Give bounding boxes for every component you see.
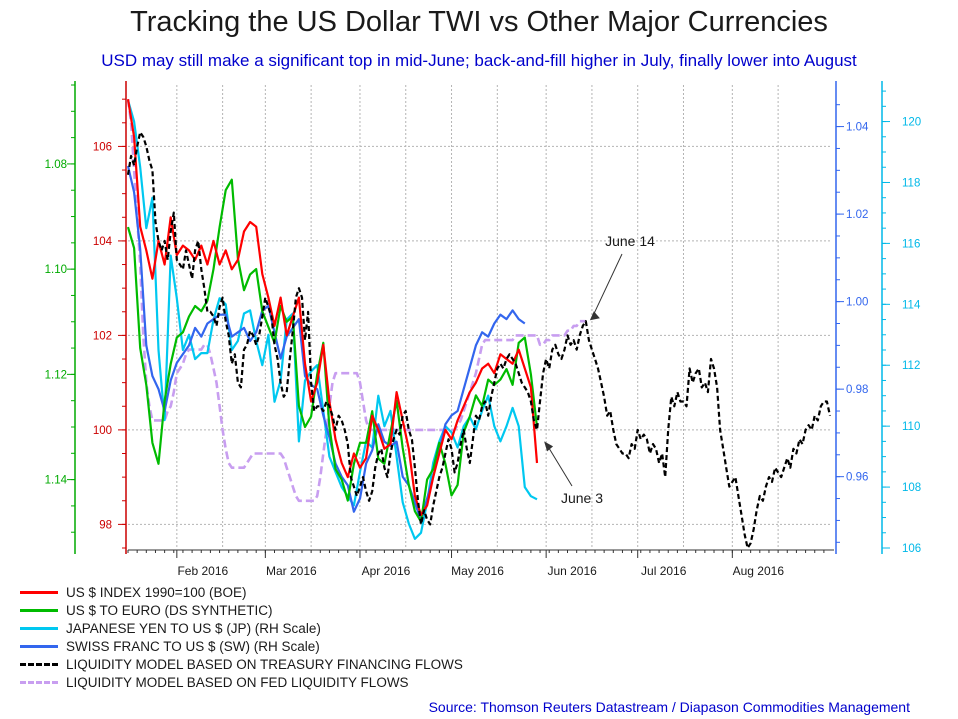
legend-item-euro: US $ TO EURO (DS SYNTHETIC) [20,601,463,619]
legend-swatch-swiss [20,644,58,648]
legend-label-euro: US $ TO EURO (DS SYNTHETIC) [66,602,273,618]
yen_right-tick-label: 112 [902,360,920,372]
legend-swatch-usd [20,590,58,594]
series-line-yen [126,99,538,541]
x-tick-label: May 2016 [451,564,504,578]
legend-item-usd: US $ INDEX 1990=100 (BOE) [20,583,463,601]
swiss_right-tick-label: 0.96 [846,472,868,484]
annotation-arrowhead-june-3 [544,441,554,452]
annotation-june-14: June 14 [605,233,655,249]
euro_left-tick-label: 1.08 [45,159,67,171]
swiss_right-tick-label: 1.02 [846,209,868,221]
series-line-swiss [126,165,526,522]
euro_left-tick-label: 1.12 [45,369,67,381]
legend-swatch-treasury [20,662,58,666]
legend-item-swiss: SWISS FRANC TO US $ (SW) (RH Scale) [20,637,463,655]
legend-swatch-yen [20,626,58,630]
swiss_right-tick-label: 1.00 [846,297,868,309]
annotation-arrow-june-14 [591,253,623,319]
legend-item-yen: JAPANESE YEN TO US $ (JP) (RH Scale) [20,619,463,637]
legend-label-fed: LIQUIDITY MODEL BASED ON FED LIQUIDITY F… [66,674,409,690]
swiss_right-tick-label: 0.98 [846,384,868,396]
yen_right-tick-label: 114 [902,299,921,311]
x-tick-label: Apr 2016 [362,564,411,578]
x-tick-label: Aug 2016 [733,564,785,578]
legend-label-treasury: LIQUIDITY MODEL BASED ON TREASURY FINANC… [66,656,463,672]
usd_left-tick-label: 100 [93,425,112,437]
x-tick-label: Jun 2016 [547,564,597,578]
legend-label-yen: JAPANESE YEN TO US $ (JP) (RH Scale) [66,620,321,636]
chart-subtitle: USD may still make a significant top in … [101,51,857,70]
annotation-arrow-june-3 [545,443,573,487]
yen_right-tick-label: 116 [902,238,920,250]
legend-label-usd: US $ INDEX 1990=100 (BOE) [66,584,247,600]
usd_left-tick-label: 104 [93,236,113,248]
legend-item-treasury: LIQUIDITY MODEL BASED ON TREASURY FINANC… [20,655,463,673]
annotation-arrowhead-june-14 [589,311,600,321]
series-line-euro [126,178,539,523]
annotation-june-3: June 3 [561,490,603,506]
yen_right-tick-label: 120 [902,117,921,129]
series-line-fed [126,99,586,503]
swiss_right-tick-label: 1.04 [846,122,869,134]
yen_right-tick-label: 110 [902,421,920,433]
yen_right-tick-label: 106 [902,543,921,555]
chart-title: Tracking the US Dollar TWI vs Other Majo… [130,6,828,38]
yen_right-tick-label: 108 [902,482,921,494]
euro_left-tick-label: 1.14 [45,475,68,487]
x-tick-label: Jul 2016 [641,564,687,578]
usd_left-tick-label: 98 [99,519,112,531]
legend-label-swiss: SWISS FRANC TO US $ (SW) (RH Scale) [66,638,320,654]
legend: US $ INDEX 1990=100 (BOE) US $ TO EURO (… [20,583,463,691]
usd_left-tick-label: 106 [93,141,112,153]
series-line-treasury [126,131,832,550]
yen_right-tick-label: 118 [902,177,920,189]
usd_left-tick-label: 102 [93,330,112,342]
legend-swatch-fed [20,680,58,684]
x-tick-label: Feb 2016 [177,564,228,578]
legend-swatch-euro [20,608,58,612]
euro_left-tick-label: 1.10 [45,264,67,276]
x-tick-label: Mar 2016 [266,564,317,578]
source-credit: Source: Thomson Reuters Datastream / Dia… [428,699,910,715]
legend-item-fed: LIQUIDITY MODEL BASED ON FED LIQUIDITY F… [20,673,463,691]
